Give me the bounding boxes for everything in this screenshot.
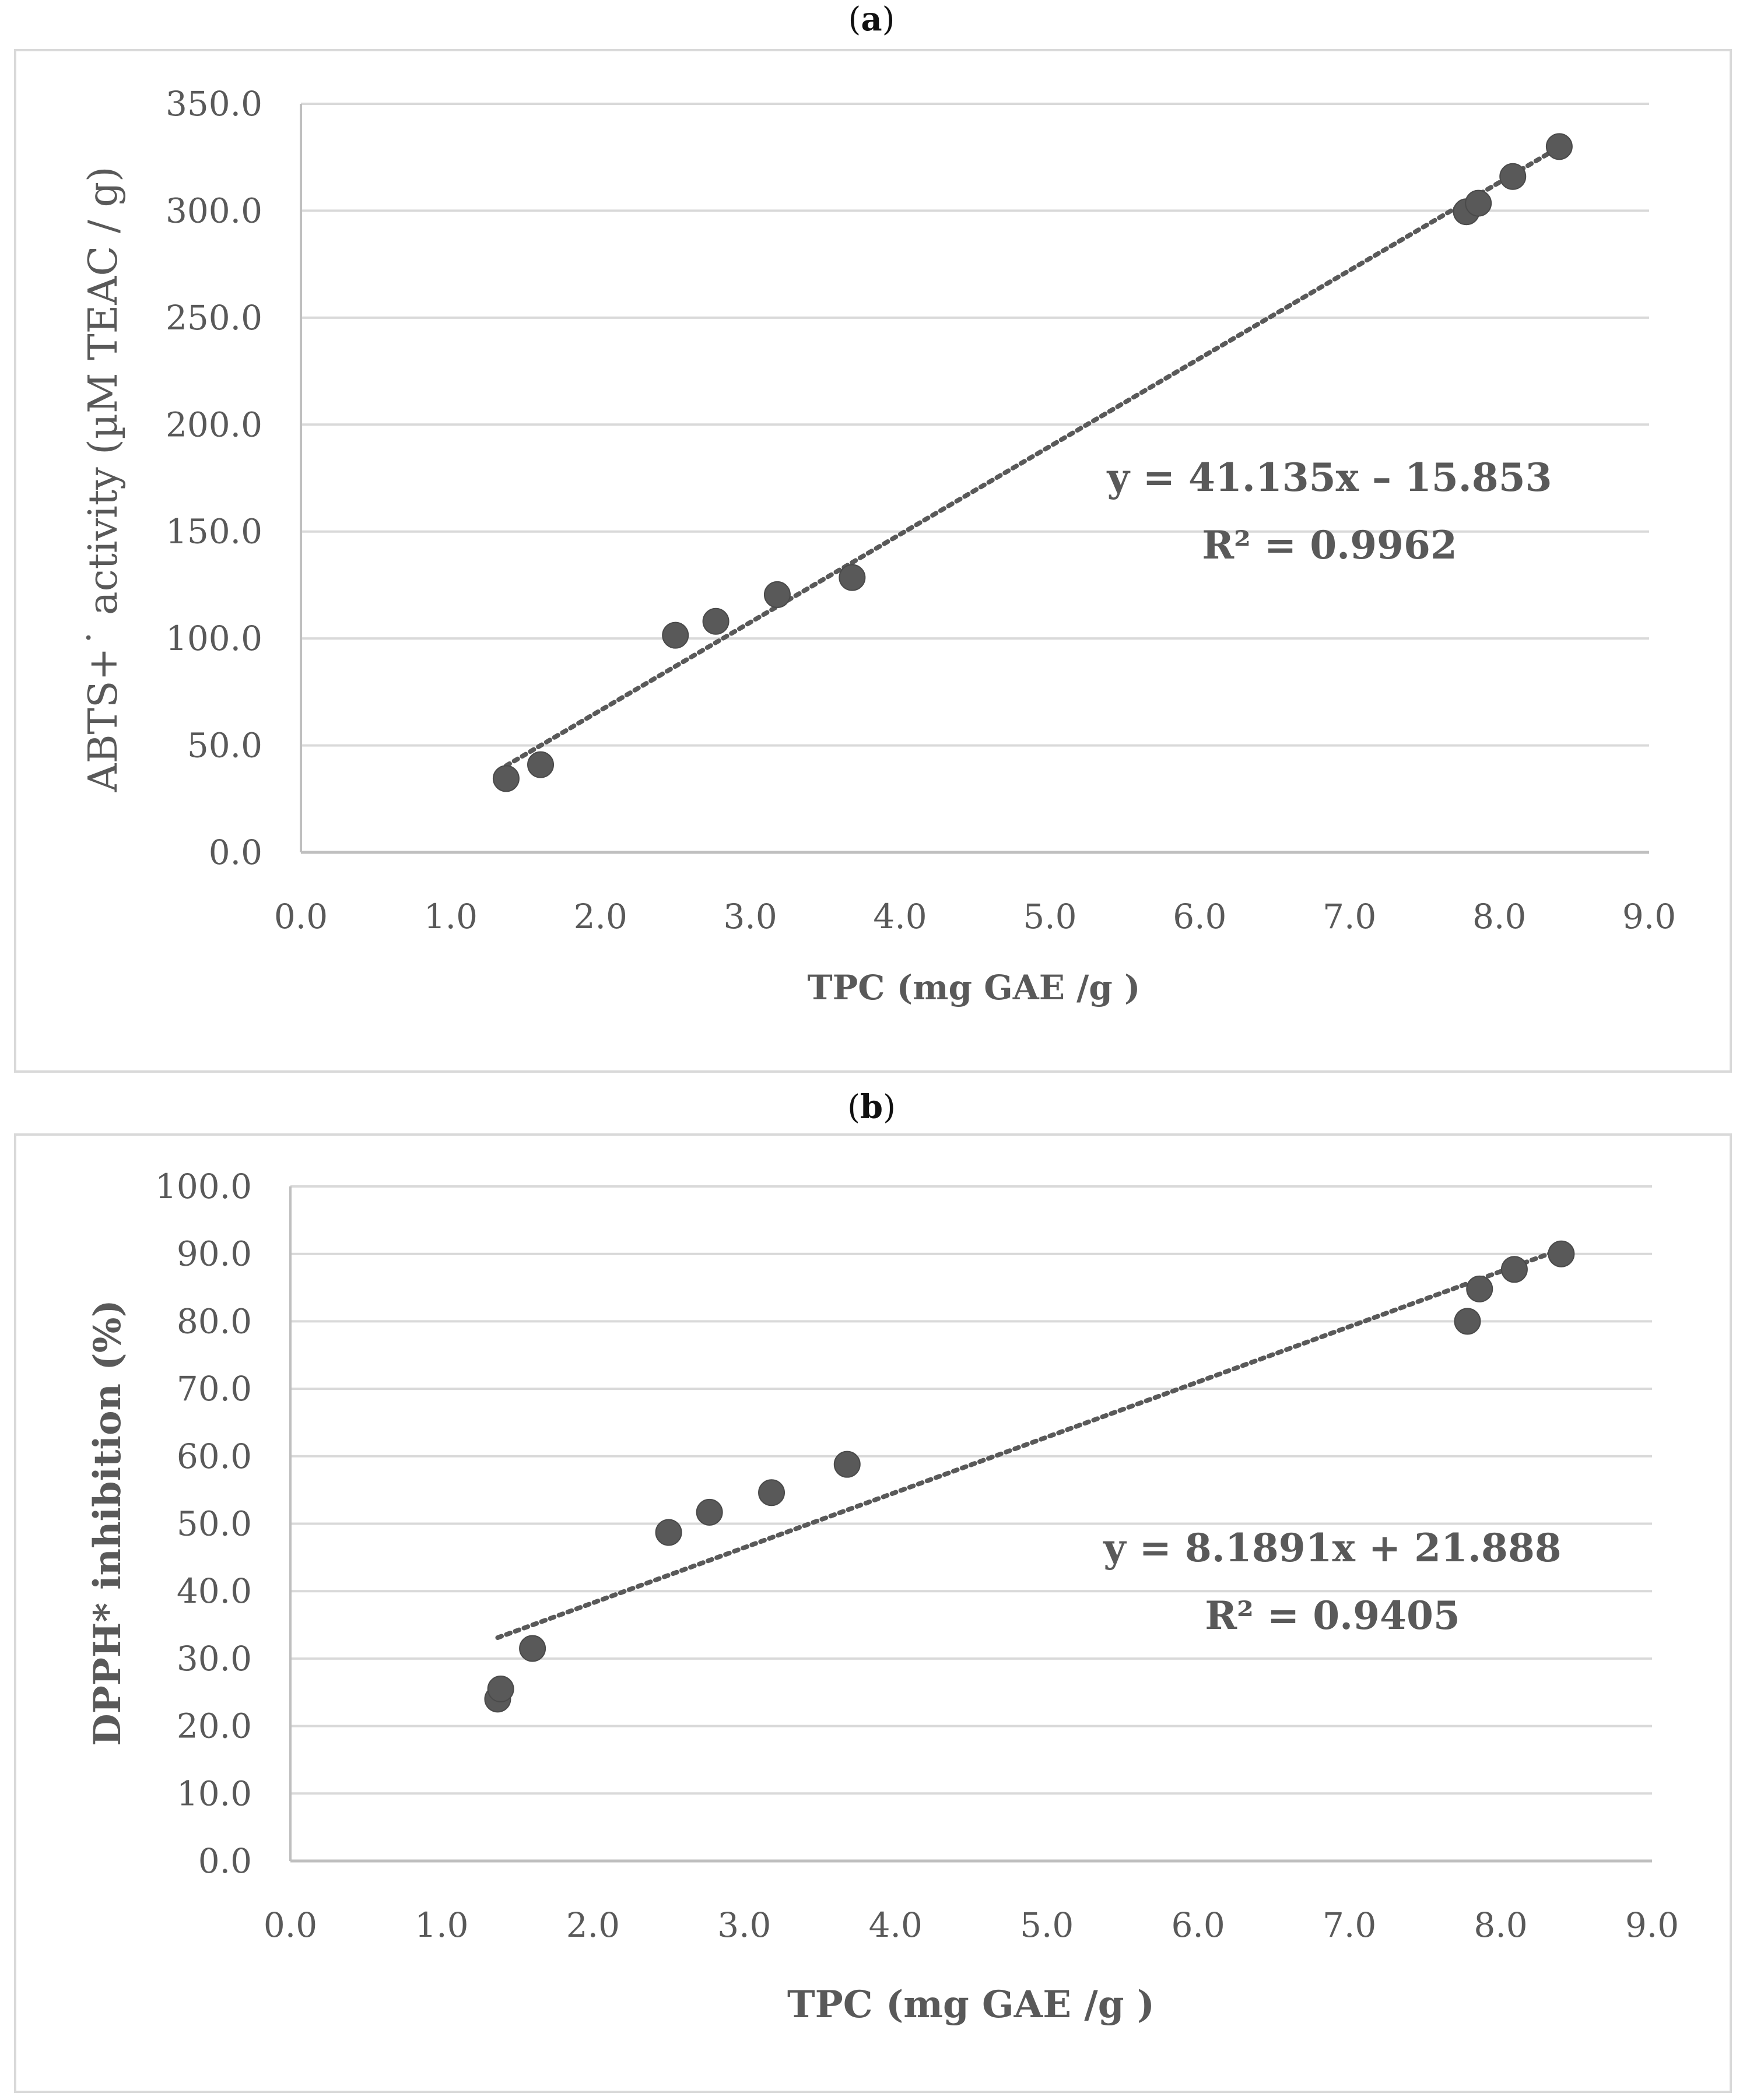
x-tick-label: 7.0 [1323, 1905, 1376, 1945]
y-tick-label: 50.0 [177, 1504, 252, 1544]
x-tick-label: 1.0 [415, 1905, 468, 1945]
x-tick-label: 3.0 [717, 1905, 771, 1945]
x-tick-label: 1.0 [424, 897, 478, 936]
y-tick-label: 250.0 [166, 298, 262, 338]
r-squared-label: R² = 0.9405 [1205, 1593, 1460, 1638]
x-tick-label: 9.0 [1625, 1905, 1679, 1945]
x-tick-label: 6.0 [1172, 1905, 1225, 1945]
trendline-equation: y = 41.135x – 15.853 [1106, 455, 1552, 500]
y-tick-label: 70.0 [177, 1369, 252, 1409]
data-point [839, 564, 866, 591]
x-tick-label: 4.0 [873, 897, 927, 936]
x-tick-label: 2.0 [574, 897, 627, 936]
data-point [696, 1498, 723, 1526]
data-point [1465, 189, 1492, 217]
x-tick-label: 8.0 [1472, 897, 1526, 936]
y-tick-label: 300.0 [166, 191, 262, 230]
trendline-equation: y = 8.1891x + 21.888 [1103, 1525, 1561, 1571]
panel-a-label: (a) [848, 0, 895, 38]
x-tick-label: 0.0 [274, 897, 328, 936]
y-tick-label: 60.0 [177, 1437, 252, 1476]
y-tick-label: 80.0 [177, 1301, 252, 1341]
data-point [487, 1675, 514, 1702]
y-tick-label: 350.0 [166, 84, 262, 124]
y-tick-label: 100.0 [155, 1167, 252, 1206]
x-tick-label: 8.0 [1474, 1905, 1527, 1945]
data-point [702, 607, 730, 635]
data-point [1500, 1256, 1528, 1283]
data-point [1499, 163, 1527, 190]
trendline [503, 145, 1562, 768]
x-tick-label: 9.0 [1622, 897, 1676, 936]
y-tick-label: 90.0 [177, 1234, 252, 1274]
data-point [492, 765, 520, 792]
y-tick-label: 150.0 [166, 512, 262, 552]
y-tick-label: 40.0 [177, 1571, 252, 1611]
y-tick-label: 30.0 [177, 1639, 252, 1678]
data-point [662, 621, 689, 649]
y-tick-label: 100.0 [166, 619, 262, 658]
y-axis-title: ABTS+˙ activity (µM TEAC / g) [80, 166, 127, 792]
x-tick-label: 5.0 [1020, 1905, 1074, 1945]
y-tick-label: 20.0 [177, 1706, 252, 1746]
data-point [1454, 1308, 1481, 1335]
y-tick-label: 50.0 [187, 726, 262, 765]
x-tick-label: 7.0 [1323, 897, 1376, 936]
data-point [763, 581, 791, 608]
y-tick-label: 10.0 [177, 1774, 252, 1813]
y-axis-title: DPPH* inhibition (%) [86, 1300, 129, 1746]
data-point [833, 1451, 861, 1478]
r-squared-label: R² = 0.9962 [1202, 522, 1457, 568]
y-tick-label: 0.0 [209, 833, 262, 872]
x-tick-label: 6.0 [1173, 897, 1226, 936]
x-axis-title: TPC (mg GAE /g ) [808, 968, 1141, 1007]
data-point [758, 1479, 785, 1506]
data-point [519, 1635, 546, 1662]
y-tick-label: 200.0 [166, 405, 262, 444]
data-point [1545, 133, 1573, 160]
data-point [527, 751, 555, 778]
x-tick-label: 0.0 [264, 1905, 317, 1945]
data-point [1466, 1275, 1493, 1302]
x-tick-label: 5.0 [1023, 897, 1076, 936]
x-axis-title: TPC (mg GAE /g ) [787, 1983, 1155, 2027]
x-tick-label: 4.0 [869, 1905, 923, 1945]
chart-a: 0.0 50.0 100.0 150.0 200.0 250.0 300.0 350.0 0.0… [80, 84, 1676, 1007]
x-tick-label: 2.0 [566, 1905, 620, 1945]
y-tick-label: 0.0 [198, 1841, 252, 1881]
data-point [1548, 1240, 1575, 1267]
panel-b-label: (b) [847, 1088, 896, 1126]
data-point [655, 1519, 682, 1546]
x-tick-label: 3.0 [724, 897, 777, 936]
trendline [495, 1246, 1564, 1640]
